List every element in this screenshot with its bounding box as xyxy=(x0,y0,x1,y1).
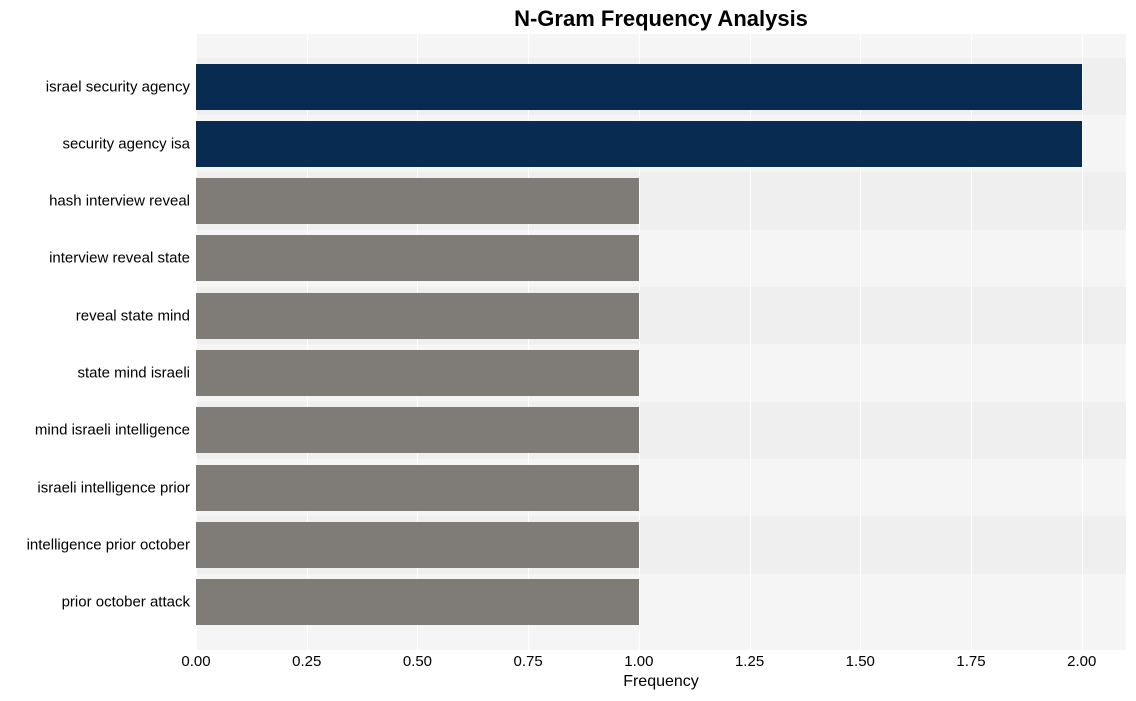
bar xyxy=(196,64,1082,110)
x-axis-label: Frequency xyxy=(196,673,1126,691)
x-tick-label: 2.00 xyxy=(1067,653,1096,670)
bar xyxy=(196,465,639,511)
grid-line xyxy=(1082,34,1083,650)
chart-title: N-Gram Frequency Analysis xyxy=(196,6,1126,32)
bar xyxy=(196,407,639,453)
y-tick-label: israeli intelligence prior xyxy=(0,479,190,496)
y-tick-label: reveal state mind xyxy=(0,307,190,324)
x-tick-label: 0.00 xyxy=(181,653,210,670)
y-tick-label: mind israeli intelligence xyxy=(0,422,190,439)
bar xyxy=(196,579,639,625)
x-tick-label: 1.00 xyxy=(624,653,653,670)
x-tick-label: 1.50 xyxy=(846,653,875,670)
y-tick-label: prior october attack xyxy=(0,594,190,611)
bar xyxy=(196,178,639,224)
x-tick-label: 0.25 xyxy=(292,653,321,670)
y-tick-label: intelligence prior october xyxy=(0,536,190,553)
y-tick-label: security agency isa xyxy=(0,135,190,152)
bar xyxy=(196,121,1082,167)
x-tick-label: 1.75 xyxy=(956,653,985,670)
bar xyxy=(196,293,639,339)
plot-area xyxy=(196,34,1126,650)
x-tick-label: 1.25 xyxy=(735,653,764,670)
y-tick-label: state mind israeli xyxy=(0,365,190,382)
bar xyxy=(196,522,639,568)
ngram-chart: N-Gram Frequency Analysis Frequency isra… xyxy=(0,0,1136,701)
y-tick-label: israel security agency xyxy=(0,78,190,95)
y-tick-label: hash interview reveal xyxy=(0,193,190,210)
y-tick-label: interview reveal state xyxy=(0,250,190,267)
x-tick-label: 0.75 xyxy=(514,653,543,670)
x-tick-label: 0.50 xyxy=(403,653,432,670)
bar xyxy=(196,235,639,281)
bar xyxy=(196,350,639,396)
